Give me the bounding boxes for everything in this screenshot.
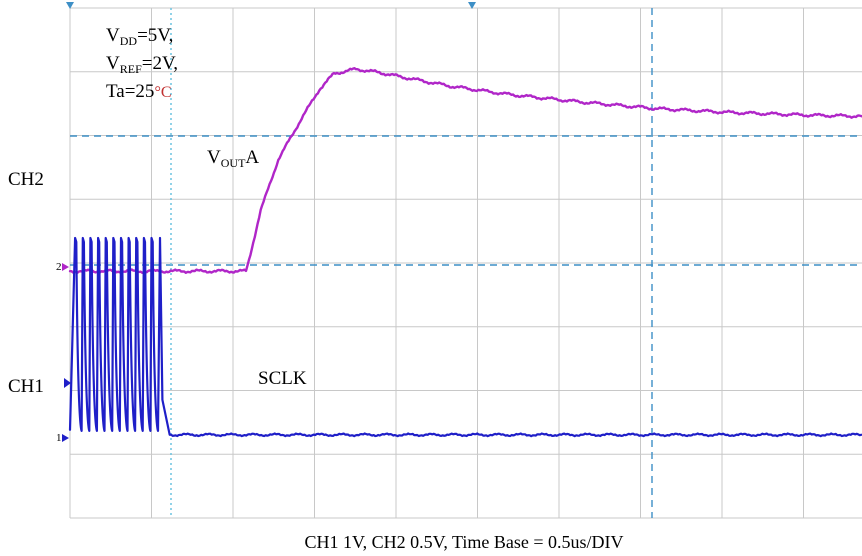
top-left-marker	[66, 2, 74, 9]
reference-lines	[70, 8, 862, 518]
ch2-marker-text: 2	[56, 261, 62, 273]
sclk-trace	[68, 236, 862, 438]
vref-condition: VREF=2V,	[106, 53, 178, 76]
ta-condition: Ta=25°C	[106, 81, 172, 102]
ch1-ground-marker: 1	[56, 432, 69, 444]
vouta-label: VOUTA	[207, 147, 259, 170]
top-trigger-marker	[468, 2, 476, 9]
grid	[69, 7, 862, 519]
ch1-label: CH1	[8, 376, 44, 397]
ch1-marker-text: 1	[56, 432, 62, 444]
ch2-ground-marker: 2	[56, 261, 69, 273]
vouta-trace	[68, 67, 862, 274]
chart-caption: CH1 1V, CH2 0.5V, Time Base = 0.5us/DIV	[304, 532, 623, 552]
sclk-label: SCLK	[258, 368, 307, 389]
ch2-label: CH2	[8, 169, 44, 190]
vdd-condition: VDD=5V,	[106, 25, 173, 48]
ch1-trigger-marker	[64, 378, 71, 388]
